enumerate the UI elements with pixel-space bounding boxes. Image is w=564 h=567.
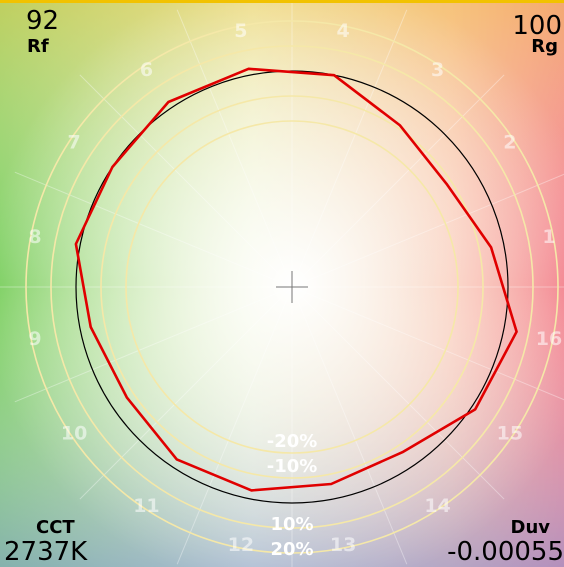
hue-bin-label-14: 14	[424, 495, 450, 517]
hue-bin-label-15: 15	[497, 423, 523, 445]
ring-label: 20%	[270, 539, 313, 560]
percent-rings	[25, 20, 559, 554]
percent-ring	[100, 95, 484, 479]
hue-bin-spoke	[176, 9, 293, 288]
center-crosshair	[276, 271, 308, 303]
hue-bin-label-4: 4	[336, 20, 349, 42]
hue-bin-label-12: 12	[228, 534, 254, 556]
hue-bin-label-10: 10	[61, 423, 87, 445]
duv-label: Duv	[510, 517, 551, 538]
hue-bin-label-5: 5	[234, 20, 247, 42]
duv-value: -0.00055	[447, 537, 564, 567]
percent-ring	[50, 45, 534, 529]
percent-ring	[125, 120, 459, 454]
hue-bin-spoke	[176, 286, 293, 565]
ring-labels: -20% -10% 10% 20%	[267, 431, 318, 560]
hue-bin-label-7: 7	[68, 131, 81, 153]
hue-bin-label-1: 1	[542, 226, 555, 248]
cct-label: CCT	[36, 517, 75, 538]
hue-bin-spoke	[14, 171, 293, 288]
hue-bin-label-6: 6	[140, 59, 153, 81]
hue-bin-label-3: 3	[431, 59, 444, 81]
hue-bin-label-16: 16	[536, 328, 562, 350]
hue-bin-spoke	[291, 286, 564, 401]
percent-ring	[25, 20, 559, 554]
cct-value: 2737K	[4, 537, 88, 567]
hue-bin-spoke	[291, 74, 505, 288]
ring-label: 10%	[270, 514, 313, 535]
hue-bin-label-8: 8	[28, 226, 41, 248]
top-accent-bar	[0, 0, 564, 3]
ring-label: -20%	[267, 431, 318, 452]
rf-value: 92	[26, 6, 60, 36]
rg-label: Rg	[531, 36, 558, 57]
hue-bin-spokes	[0, 3, 564, 567]
hue-bin-spoke	[291, 286, 408, 565]
test-source-curve	[74, 67, 518, 492]
rg-value: 100	[512, 11, 562, 41]
hue-bin-spoke	[291, 173, 564, 288]
hue-bin-spoke	[291, 9, 408, 288]
background-white-center	[0, 3, 564, 567]
hue-bin-label-9: 9	[28, 328, 41, 350]
hue-bin-spoke	[79, 74, 293, 288]
hue-bin-spoke	[291, 286, 505, 500]
rf-label: Rf	[27, 36, 49, 57]
hue-bin-label-2: 2	[503, 131, 516, 153]
hue-bin-label-11: 11	[133, 495, 159, 517]
hue-bin-label-13: 13	[330, 534, 356, 556]
hue-bin-spoke	[79, 286, 293, 500]
hue-bin-spoke	[14, 286, 293, 403]
ring-label: -10%	[267, 456, 318, 477]
